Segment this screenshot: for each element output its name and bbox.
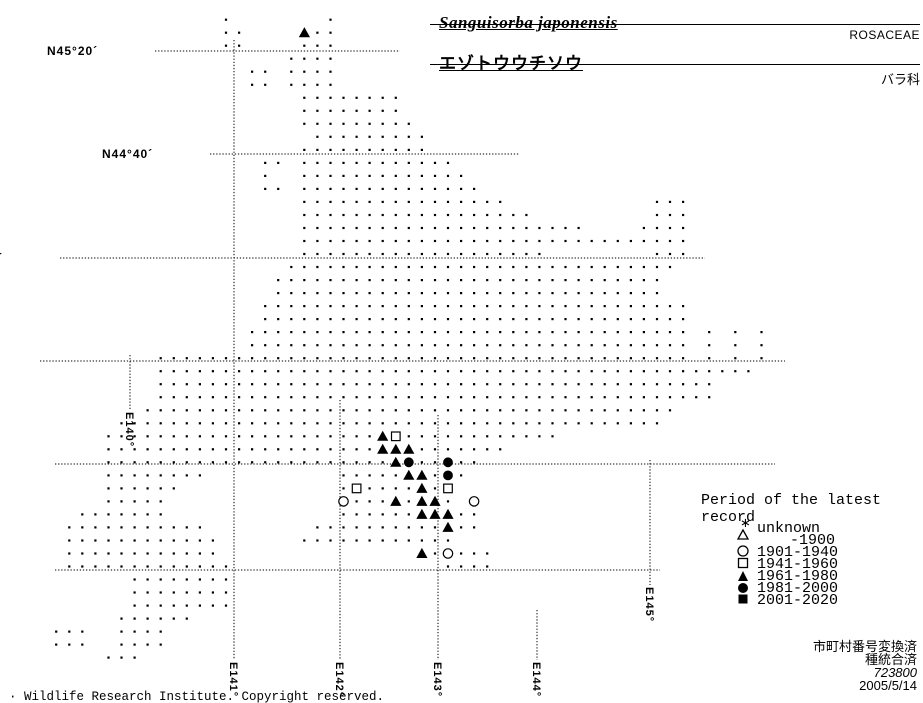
svg-text:∗: ∗ xyxy=(740,515,751,530)
